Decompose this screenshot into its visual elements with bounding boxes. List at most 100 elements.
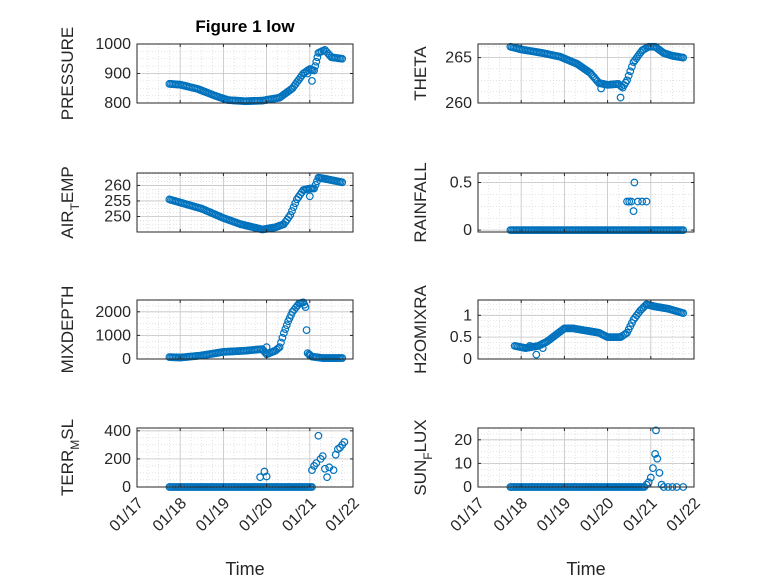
y-axis-label: MIXDEPTH [58, 286, 77, 374]
y-tick-label: 255 [104, 193, 131, 210]
chart-title: Figure 1 low [195, 17, 295, 36]
y-tick-label: 1 [463, 307, 472, 324]
axes-box [136, 172, 354, 233]
data-point [310, 66, 319, 75]
x-axis-label: Time [225, 559, 264, 579]
data-point [275, 343, 284, 352]
y-tick-label: 800 [104, 95, 131, 112]
data-point [262, 472, 271, 481]
data-point [630, 178, 639, 187]
y-tick-label: 900 [104, 66, 131, 83]
data-point [338, 178, 347, 187]
y-axis-label: TERRMSL [58, 419, 82, 496]
subplot-rainfall: 0 0.5 RAINFALL [411, 162, 695, 243]
axes-box [477, 299, 695, 360]
y-tick-label: 265 [445, 50, 472, 67]
y-axis-label: H2OMIXRA [411, 284, 430, 373]
subplot-pressure: 800 900 1000 PRESSURE Figure 1 low [58, 17, 354, 121]
subplot-h2omixra: 0 0.5 1 H2OMIXRA [411, 284, 695, 374]
data-point [288, 207, 296, 215]
data-point [260, 467, 269, 476]
data-point [308, 76, 316, 85]
data-point [679, 226, 688, 234]
y-tick-label: 250 [104, 208, 131, 225]
data-point [679, 309, 688, 318]
data-point [262, 343, 271, 352]
data-point [646, 473, 655, 482]
data-point [679, 53, 688, 62]
axes-box [477, 427, 695, 488]
axes-box [136, 299, 354, 360]
y-tick-label: 10 [454, 455, 472, 472]
data-point [623, 76, 631, 85]
x-tick-label: 01/18 [150, 495, 190, 535]
x-tick-label: 01/18 [491, 495, 531, 535]
x-tick-label: 01/21 [620, 495, 660, 535]
data-point [311, 62, 320, 71]
data-point [302, 326, 311, 334]
data-point [321, 464, 329, 473]
x-tick-label: 01/19 [193, 495, 233, 535]
data-point [651, 450, 660, 458]
data-point [312, 57, 321, 66]
data-point [301, 303, 310, 311]
data-point [291, 199, 300, 208]
data-point [286, 211, 295, 219]
data-point [303, 69, 312, 78]
data-point [644, 478, 653, 487]
data-point [277, 338, 285, 347]
x-tick-label: 01/17 [107, 495, 147, 535]
x-tick-label: 01/22 [323, 495, 363, 535]
data-point [629, 207, 638, 215]
y-tick-label: 0 [463, 222, 472, 239]
x-tick-label: 01/20 [236, 495, 276, 535]
data-point [311, 181, 320, 189]
y-tick-label: 260 [445, 95, 472, 112]
data-point [597, 84, 606, 93]
y-tick-label: 1000 [95, 327, 131, 344]
y-axis-label: SUNFLUX [411, 419, 435, 495]
data-point [289, 203, 298, 212]
axes-box [136, 427, 354, 488]
data-point [657, 480, 666, 489]
data-point [623, 197, 631, 206]
y-tick-label: 0.5 [450, 329, 472, 346]
data-point [323, 473, 331, 482]
y-tick-label: 400 [104, 423, 131, 440]
y-tick-label: 0.5 [450, 175, 472, 192]
subplot-mixdepth: 0 1000 2000 MIXDEPTH [58, 286, 354, 374]
y-axis-label: AIRTEMP [58, 166, 82, 239]
data-point [628, 62, 636, 71]
y-tick-label: 2000 [95, 304, 131, 321]
subplot-terr-msl: 0 200 400 01/17 01/18 01/19 01/20 01/21 01/22 Tim… [58, 419, 363, 579]
data-point [624, 71, 633, 80]
y-tick-label: 260 [104, 177, 131, 194]
data-point [304, 66, 313, 75]
data-point [338, 54, 347, 63]
y-tick-label: 0 [463, 351, 472, 368]
y-tick-label: 20 [454, 432, 472, 449]
y-axis-label: PRESSURE [58, 27, 77, 121]
x-tick-label: 01/17 [448, 495, 488, 535]
data-point [655, 468, 664, 477]
x-tick-label: 01/21 [279, 495, 319, 535]
data-point [340, 438, 349, 446]
data-point [281, 325, 290, 334]
data-point [633, 197, 642, 206]
data-point [308, 466, 316, 475]
data-point [532, 350, 541, 359]
x-axis-label: Time [566, 559, 605, 579]
y-tick-label: 1000 [95, 36, 131, 53]
axes-box [477, 172, 695, 233]
x-tick-label: 01/19 [534, 495, 574, 535]
data-point [305, 192, 314, 201]
data-point [282, 321, 291, 330]
data-point [312, 459, 321, 468]
data-point [642, 480, 651, 489]
data-point [310, 184, 319, 193]
axes-box [477, 43, 695, 104]
x-tick-label: 01/22 [664, 495, 704, 535]
data-point [314, 431, 323, 440]
